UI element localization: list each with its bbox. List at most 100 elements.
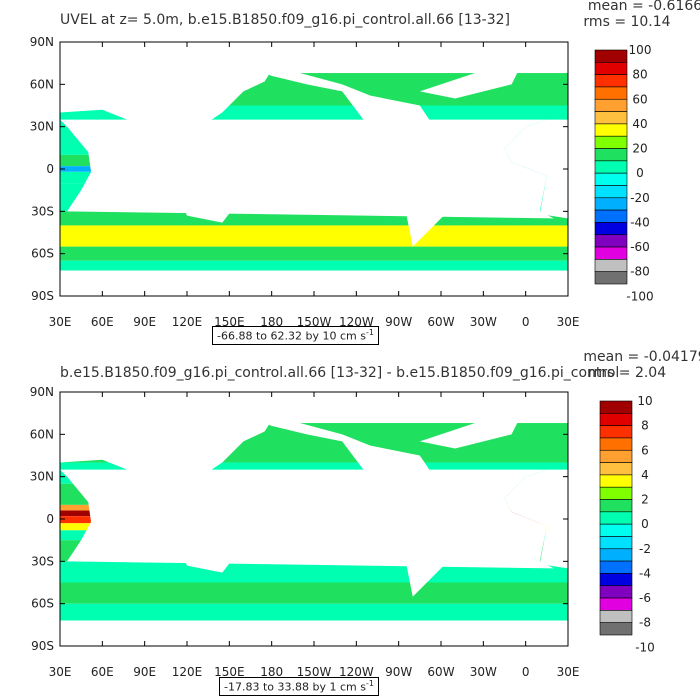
y-tick-label: 90N (30, 35, 54, 49)
ocean-band (60, 260, 568, 271)
land-mass (398, 504, 470, 597)
y-tick-label: 60S (31, 247, 54, 261)
x-tick-label: 30E (557, 665, 580, 679)
stat-mean: mean = -0.04179 (583, 349, 700, 365)
colorbar-swatch (594, 271, 628, 285)
colorbar-swatch (599, 425, 633, 439)
colorbar-swatch (594, 86, 628, 100)
colorbar-swatch (594, 74, 628, 88)
x-tick-label: 150W (297, 315, 332, 329)
colorbar-label: -60 (630, 240, 650, 254)
colorbar-label: -10 (635, 640, 655, 654)
range-label-bottom: -17.83 to 33.88 by 1 cm s-1 (219, 677, 379, 696)
x-tick-label: 0 (522, 315, 530, 329)
x-tick-label: 180 (260, 665, 283, 679)
x-tick-label: 30E (49, 665, 72, 679)
colorbar-label: 60 (632, 92, 647, 106)
colorbar-label: 20 (632, 142, 647, 156)
x-tick-label: 60W (427, 665, 454, 679)
x-tick-label: 90E (133, 665, 156, 679)
x-tick-label: 90W (385, 665, 412, 679)
colorbar-swatch (599, 413, 633, 426)
ocean-band (60, 225, 568, 247)
ocean-band (60, 603, 568, 621)
ocean-band (60, 392, 568, 424)
colorbar-swatch (594, 98, 628, 112)
land-mass (60, 469, 554, 569)
land-mass (60, 119, 554, 219)
colorbar-swatch (599, 474, 633, 488)
land-mass (60, 70, 272, 155)
land-mass (60, 620, 568, 646)
colorbar-swatch (599, 400, 633, 414)
y-tick-label: 90S (31, 639, 54, 653)
land-mass (398, 154, 470, 247)
y-tick-label: 30S (31, 554, 54, 568)
colorbar-swatch (599, 499, 633, 513)
x-tick-label: 150W (297, 665, 332, 679)
colorbar-swatch (599, 437, 633, 451)
colorbar-swatch (599, 449, 633, 463)
colorbar-label: -6 (639, 591, 651, 605)
x-tick-label: 60E (91, 315, 114, 329)
map-panel-0: 30E 60E 90E 120E 150E 180 150W 120W 90W 60W 30W 0 30… (30, 0, 700, 329)
x-tick-label: 90W (385, 315, 412, 329)
x-tick-label: 0 (522, 665, 530, 679)
colorbar-swatch (594, 185, 628, 199)
x-tick-label: 30W (470, 665, 497, 679)
colorbar-swatch (594, 160, 628, 174)
colorbar-label: -2 (639, 542, 651, 556)
colorbar-label: 80 (632, 68, 647, 82)
colorbar-label: -4 (639, 566, 651, 580)
x-tick-label: 60W (427, 315, 454, 329)
colorbar-label: 8 (641, 419, 649, 433)
colorbar-swatch (594, 123, 628, 137)
y-tick-label: 0 (46, 162, 54, 176)
colorbar-swatch (599, 610, 633, 623)
colorbar-swatch (594, 49, 628, 63)
land-mass (179, 185, 237, 223)
map-panel-1: 30E 60E 90E 120E 150E 180 150W 120W 90W 60W 30W 0 30… (30, 349, 700, 679)
land-mass (60, 420, 272, 505)
x-tick-label: 90E (133, 315, 156, 329)
colorbar-label: 0 (636, 166, 644, 180)
colorbar-swatch (599, 560, 633, 574)
ocean-band (60, 42, 568, 74)
chart-title: b.e15.B1850.f09_g16.pi_control.all.66 [1… (60, 365, 619, 381)
x-tick-label: 120W (339, 665, 374, 679)
colorbar-label: 2 (641, 493, 649, 507)
land-mass (116, 483, 138, 508)
x-tick-label: 150E (214, 665, 245, 679)
land-mass (419, 406, 526, 449)
y-tick-label: 60S (31, 597, 54, 611)
colorbar-swatch (599, 597, 633, 611)
y-tick-label: 30N (30, 470, 54, 484)
land-mass (257, 420, 434, 494)
y-tick-label: 0 (46, 512, 54, 526)
x-tick-label: 30E (557, 315, 580, 329)
colorbar-swatch (594, 246, 628, 260)
x-tick-label: 30W (470, 315, 497, 329)
colorbar-swatch (594, 259, 628, 272)
colorbar-label: -20 (630, 191, 650, 205)
colorbar-label: -8 (639, 616, 651, 630)
land-mass (419, 56, 526, 99)
colorbar-swatch (594, 62, 628, 75)
colorbar-label: 40 (632, 117, 647, 131)
chart-title: UVEL at z= 5.0m, b.e15.B1850.f09_g16.pi_… (60, 12, 510, 28)
land-mass (116, 133, 138, 158)
ocean-band (60, 582, 568, 604)
colorbar-label: 4 (641, 468, 649, 482)
land-mass (504, 469, 568, 569)
colorbar-swatch (594, 148, 628, 162)
y-tick-label: 90N (30, 385, 54, 399)
colorbar-swatch (599, 523, 633, 537)
y-tick-label: 90S (31, 289, 54, 303)
colorbar-swatch (599, 573, 633, 587)
colorbar-swatch (599, 511, 633, 525)
colorbar-label: -100 (626, 289, 653, 303)
colorbar-label: -40 (630, 215, 650, 229)
stat-mean: mean = -0.6166 (588, 0, 700, 14)
colorbar-swatch (599, 622, 633, 636)
x-tick-label: 120W (339, 315, 374, 329)
